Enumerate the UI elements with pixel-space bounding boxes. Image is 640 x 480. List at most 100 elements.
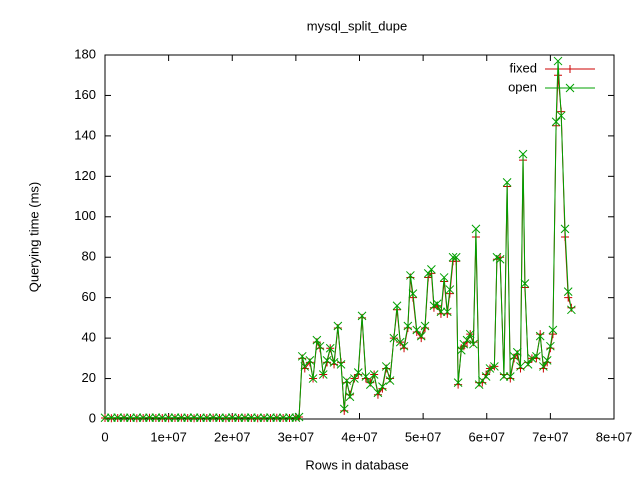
data-point (365, 380, 375, 389)
data-point (542, 356, 552, 365)
x-tick-label: 4e+07 (341, 429, 378, 444)
x-tick-label: 2e+07 (214, 429, 251, 444)
data-point (164, 413, 173, 423)
y-tick-label: 40 (82, 330, 96, 345)
y-tick-label: 0 (89, 410, 96, 425)
series-line (105, 61, 572, 419)
data-point (436, 307, 446, 317)
data-point (553, 56, 563, 66)
data-point (512, 347, 522, 357)
data-point (294, 412, 304, 422)
x-tick-label: 6e+07 (468, 429, 505, 444)
data-point (406, 271, 415, 280)
data-point (408, 289, 418, 298)
data-point (285, 413, 294, 422)
data-point (357, 311, 367, 321)
data-point (126, 413, 135, 423)
data-point (322, 356, 332, 365)
data-point (516, 362, 525, 371)
data-point (297, 351, 307, 361)
data-point (145, 413, 154, 423)
data-point (138, 413, 148, 423)
data-point (518, 149, 528, 159)
data-point (465, 329, 475, 339)
data-point (439, 273, 449, 282)
data-point (527, 353, 537, 363)
data-point (523, 360, 533, 369)
data-point (453, 378, 463, 387)
data-point (420, 321, 430, 331)
data-point (189, 413, 199, 422)
data-point (551, 117, 561, 127)
data-point (132, 413, 142, 422)
data-point (227, 413, 237, 422)
x-tick-label: 0 (101, 429, 108, 444)
y-axis-label: Querying time (ms) (26, 182, 41, 293)
data-point (445, 285, 455, 294)
data-point (509, 351, 519, 361)
data-point (448, 252, 458, 262)
data-point (520, 279, 530, 288)
plot-border (104, 54, 615, 420)
x-tick-label: 7e+07 (532, 429, 569, 444)
data-point (564, 293, 573, 302)
data-point (532, 351, 541, 361)
data-point (456, 345, 466, 355)
data-point (157, 413, 167, 423)
data-point (342, 376, 352, 385)
data-point (305, 356, 315, 365)
x-tick-label: 8e+07 (596, 429, 633, 444)
data-point (427, 265, 436, 274)
data-point (300, 362, 310, 371)
data-point (490, 362, 499, 371)
data-point (485, 364, 495, 373)
data-point (336, 360, 346, 369)
data-point (502, 178, 512, 187)
data-point (423, 269, 433, 278)
data-point (119, 413, 129, 423)
legend-label: fixed (510, 60, 537, 75)
data-point (385, 376, 395, 385)
data-point (539, 362, 548, 371)
data-point (442, 307, 452, 317)
data-point (318, 370, 328, 379)
data-point (451, 252, 461, 262)
y-tick-label: 100 (74, 208, 96, 223)
data-point (378, 382, 387, 391)
data-point (345, 392, 355, 402)
data-point (474, 380, 484, 389)
data-point (339, 404, 349, 414)
y-tick-label: 120 (74, 168, 96, 183)
data-point (567, 305, 576, 315)
data-point (392, 301, 402, 311)
data-point (259, 413, 269, 423)
data-point (546, 341, 555, 351)
data-point (221, 413, 231, 423)
data-point (246, 413, 256, 422)
data-point (556, 111, 566, 121)
chart-title: mysql_split_dupe (307, 18, 407, 33)
data-point (373, 388, 383, 398)
data-point (183, 413, 193, 423)
y-tick-label: 180 (74, 46, 96, 61)
data-point (107, 413, 116, 423)
data-point (412, 325, 422, 335)
y-tick-label: 160 (74, 87, 96, 102)
data-point (563, 287, 573, 296)
x-tick-label: 5e+07 (405, 429, 442, 444)
data-point (208, 413, 218, 422)
data-point (381, 362, 391, 371)
data-point (151, 413, 161, 422)
x-tick-label: 3e+07 (278, 429, 315, 444)
legend-marker (565, 83, 575, 93)
data-point (403, 321, 413, 331)
data-point (202, 413, 212, 423)
data-point (315, 341, 325, 351)
data-point (350, 374, 359, 383)
data-point (471, 224, 481, 234)
data-point (100, 413, 110, 423)
data-point (234, 413, 243, 423)
data-point (329, 358, 339, 367)
data-point (505, 372, 515, 381)
